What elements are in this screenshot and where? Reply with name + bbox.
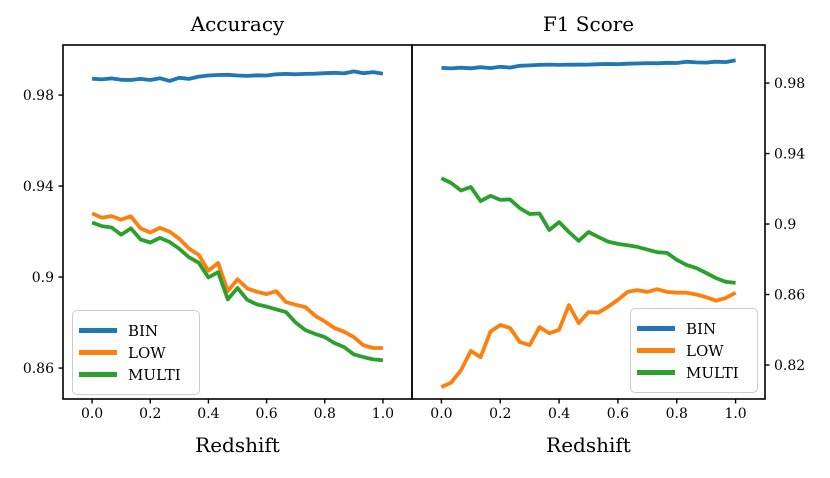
panel-title-accuracy: Accuracy (190, 12, 285, 36)
x-tick-label: 0.8 (314, 406, 336, 422)
legend-label-bin: BIN (128, 321, 159, 340)
x-axis-ticks: 0.0 0.2 0.4 0.6 0.8 1.0 (81, 399, 394, 422)
bin-line (441, 58, 736, 71)
bin-line-swatch (637, 326, 675, 331)
x-tick-label: 0.2 (489, 406, 511, 422)
low-line-swatch (79, 350, 117, 355)
legend-label-bin: BIN (686, 319, 717, 338)
multi-line-swatch (79, 372, 117, 377)
y-tick-label: 0.98 (23, 88, 54, 104)
series-lines (440, 58, 737, 389)
x-tick-label: 0.0 (81, 406, 103, 422)
x-tick-label: 0.2 (139, 406, 161, 422)
x-tick-label: 0.4 (197, 406, 219, 422)
y-tick-label: 0.94 (23, 179, 54, 195)
series-lines (91, 69, 384, 363)
bin-line (91, 69, 384, 83)
low-line (91, 211, 383, 350)
panel-title-f1-score: F1 Score (542, 12, 635, 36)
y-tick-label: 0.82 (774, 358, 805, 374)
y-tick-label: 0.94 (774, 147, 805, 163)
bin-line-swatch (79, 328, 117, 333)
x-tick-label: 0.8 (666, 406, 688, 422)
x-axis-ticks: 0.0 0.2 0.4 0.6 0.8 1.0 (430, 399, 747, 422)
panel-frame (411, 44, 766, 400)
legend-row-low: LOW (637, 340, 757, 361)
x-axis-label-left: Redshift (195, 433, 280, 457)
multi-line (440, 176, 736, 285)
legend-label-multi: MULTI (128, 365, 181, 384)
y-tick-label: 0.98 (774, 76, 805, 92)
legend-label-multi: MULTI (686, 363, 739, 382)
x-tick-label: 0.6 (255, 406, 277, 422)
legend-row-bin: BIN (637, 318, 757, 339)
x-tick-label: 0.6 (607, 406, 629, 422)
multi-line (91, 220, 384, 363)
legend-row-multi: MULTI (637, 362, 757, 383)
y-axis-ticks: 0.98 0.94 0.9 0.86 0.82 (765, 76, 805, 374)
y-tick-label: 0.86 (23, 361, 54, 377)
x-tick-label: 0.4 (548, 406, 570, 422)
y-tick-label: 0.9 (774, 217, 796, 233)
x-tick-label: 1.0 (724, 406, 746, 422)
legend-row-bin: BIN (79, 320, 199, 341)
legend-label-low: LOW (686, 341, 724, 360)
y-tick-label: 0.9 (32, 270, 54, 286)
legend-f1-score: BIN LOW MULTI (630, 308, 758, 393)
x-tick-label: 0.0 (430, 406, 452, 422)
legend-accuracy: BIN LOW MULTI (72, 310, 200, 395)
y-tick-label: 0.86 (774, 288, 805, 304)
y-axis-ticks: 0.98 0.94 0.9 0.86 (23, 88, 63, 377)
low-line-swatch (637, 348, 675, 353)
legend-row-multi: MULTI (79, 364, 199, 385)
x-axis-label-right: Redshift (546, 433, 631, 457)
legend-row-low: LOW (79, 342, 199, 363)
multi-line-swatch (637, 370, 675, 375)
low-line (440, 287, 737, 389)
legend-label-low: LOW (128, 343, 166, 362)
x-tick-label: 1.0 (372, 406, 394, 422)
